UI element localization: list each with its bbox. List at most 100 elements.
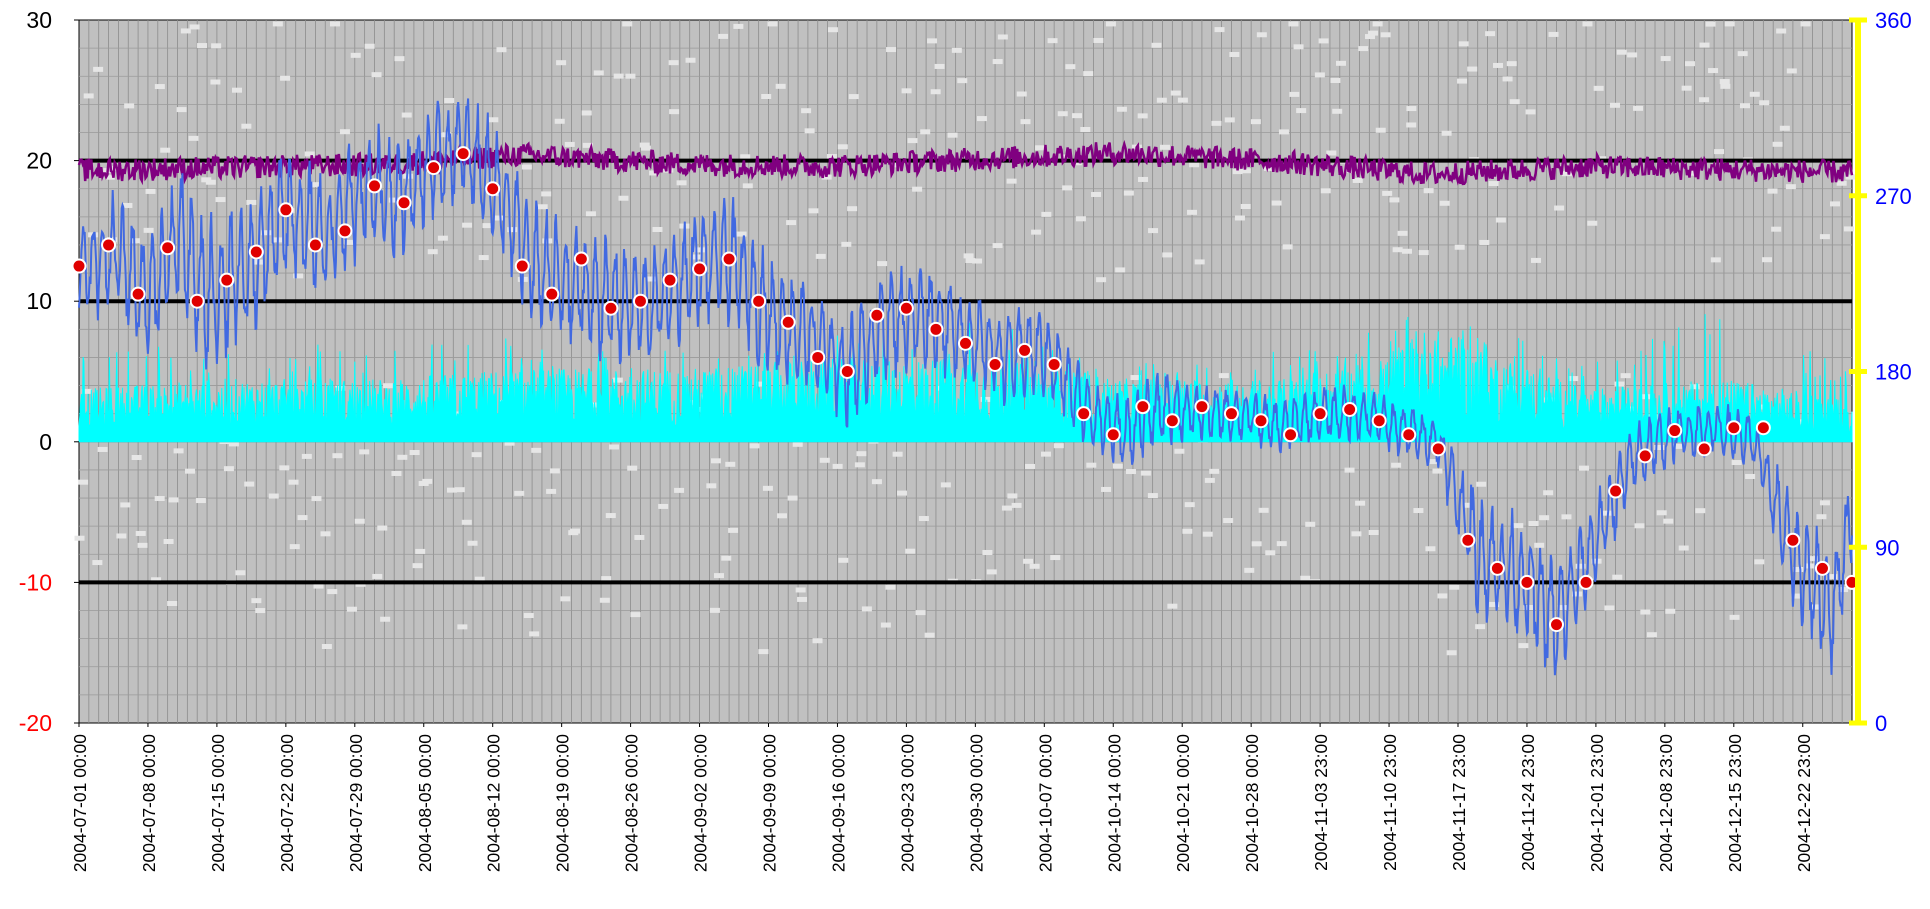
direction-scatter-point: [1365, 34, 1376, 40]
direction-scatter-point: [694, 247, 705, 253]
direction-scatter-point: [1745, 473, 1756, 479]
direction-scatter-point: [749, 443, 760, 449]
direction-scatter-point: [279, 465, 290, 471]
direction-scatter-point: [1174, 448, 1185, 454]
direction-scatter-point: [1423, 188, 1434, 194]
direction-scatter-point: [1614, 381, 1625, 387]
direction-scatter-point: [415, 548, 426, 554]
direction-scatter-point: [467, 540, 478, 546]
direction-scatter-point: [1819, 234, 1830, 240]
daily-mean-point: [101, 237, 117, 253]
direction-scatter-point: [1601, 510, 1612, 516]
direction-scatter-point: [1695, 508, 1706, 514]
direction-scatter-point: [1656, 510, 1667, 516]
direction-scatter-point: [1062, 185, 1073, 191]
direction-scatter-point: [1464, 502, 1475, 508]
direction-scatter-point: [244, 481, 255, 487]
daily-mean-point: [1076, 406, 1092, 422]
direction-scatter-point: [346, 606, 357, 612]
daily-mean-points: [71, 146, 1860, 633]
direction-scatter-point: [1437, 593, 1448, 599]
direction-scatter-point: [1627, 52, 1638, 58]
direction-scatter-point: [585, 211, 596, 217]
direction-scatter-point: [235, 570, 246, 576]
direction-scatter-point: [131, 455, 142, 461]
direction-scatter-point: [1809, 556, 1820, 562]
direction-scatter-point: [1534, 542, 1545, 548]
direction-scatter-point: [1446, 650, 1457, 656]
direction-scatter-point: [1016, 91, 1027, 97]
direction-scatter-point: [1761, 257, 1772, 263]
direction-scatter-point: [537, 204, 548, 210]
direction-scatter-point: [195, 498, 206, 504]
daily-mean-point: [337, 223, 353, 239]
daily-mean-point: [1105, 427, 1121, 443]
direction-scatter-point: [482, 223, 493, 229]
left-axis-tick-label: 10: [26, 288, 52, 314]
speed-series: [78, 314, 1853, 443]
daily-mean-point: [248, 244, 264, 260]
direction-scatter-point: [676, 180, 687, 186]
daily-mean-point: [307, 237, 323, 253]
daily-mean-point: [71, 258, 87, 274]
direction-scatter-point: [663, 167, 674, 173]
daily-mean-point: [869, 307, 885, 323]
direction-scatter-point: [1708, 68, 1719, 74]
direction-scatter-point: [1582, 21, 1593, 27]
direction-scatter-point: [1612, 574, 1623, 580]
daily-mean-point: [1017, 342, 1033, 358]
direction-scatter-point: [1276, 541, 1287, 547]
direction-scatter-point: [1080, 127, 1091, 133]
direction-scatter-point: [1202, 531, 1213, 537]
direction-scatter-point: [912, 186, 923, 192]
temperature-series: [78, 98, 1853, 676]
direction-scatter-point: [767, 21, 778, 27]
x-axis-tick-label: 2004-09-23 00:00: [897, 734, 917, 872]
direction-scatter-point: [394, 56, 405, 62]
daily-mean-point: [721, 251, 737, 267]
direction-scatter-point: [1488, 181, 1499, 187]
direction-scatter-point: [1663, 518, 1674, 524]
daily-mean-point: [1814, 560, 1830, 576]
direction-scatter-point: [1182, 528, 1193, 534]
direction-scatter-point: [1204, 477, 1215, 483]
direction-scatter-point: [297, 515, 308, 521]
direction-scatter-point: [409, 450, 420, 456]
direction-scatter-point: [371, 72, 382, 78]
direction-scatter-point: [1492, 62, 1503, 68]
direction-scatter-point: [1218, 373, 1229, 379]
daily-mean-point: [1549, 617, 1564, 633]
direction-scatter-point: [1029, 563, 1040, 569]
direction-scatter-point: [1678, 545, 1689, 551]
direction-scatter-point: [1710, 257, 1721, 263]
direction-scatter-point: [1418, 250, 1429, 256]
direction-scatter-point: [167, 600, 178, 606]
direction-scatter-point: [288, 479, 299, 485]
direction-scatter-point: [1785, 184, 1796, 190]
direction-scatter-point: [145, 188, 156, 194]
daily-mean-point: [1401, 427, 1417, 443]
direction-scatter-point: [329, 21, 340, 27]
direction-scatter-point: [1816, 514, 1827, 520]
right-axis-tick-label: 0: [1875, 711, 1887, 736]
direction-scatter-point: [1554, 205, 1565, 211]
direction-upper-series: [77, 139, 1854, 186]
direction-scatter-point: [1031, 229, 1042, 235]
daily-mean-point: [1460, 532, 1476, 548]
direction-scatter-point: [854, 462, 865, 468]
direction-scatter-point: [383, 383, 394, 389]
direction-scatter-point: [493, 215, 504, 221]
direction-scatter-point: [280, 75, 291, 81]
direction-scatter-point: [521, 164, 532, 170]
direction-scatter-point: [581, 110, 592, 116]
direction-scatter-point: [78, 479, 89, 485]
daily-mean-point: [130, 286, 146, 302]
direction-scatter-point: [1525, 109, 1536, 115]
direction-scatter-point: [1086, 462, 1097, 468]
direction-scatter-point: [1634, 523, 1645, 529]
direction-scatter-point: [625, 73, 636, 79]
direction-scatter-point: [1244, 567, 1255, 573]
direction-scatter-point: [403, 173, 414, 179]
direction-scatter-point: [168, 497, 179, 503]
direction-scatter-point: [740, 154, 751, 160]
